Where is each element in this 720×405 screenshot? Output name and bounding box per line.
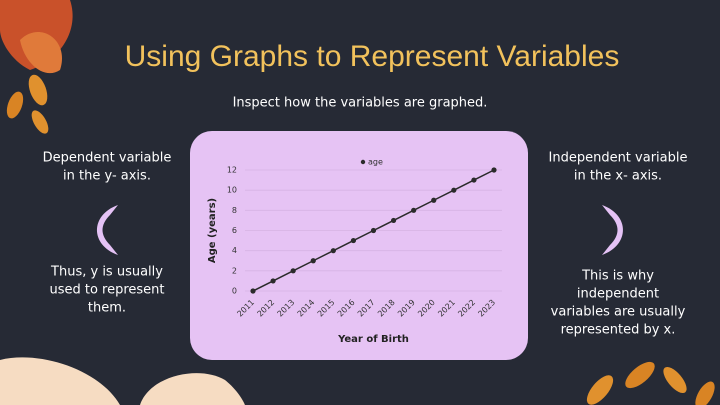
data-point — [330, 248, 336, 254]
data-point — [350, 237, 357, 244]
y-tick-label: 8 — [232, 206, 237, 215]
arrow-left — [97, 205, 118, 255]
chart-card — [190, 131, 528, 360]
decor-top-left — [0, 0, 73, 134]
y-tick-label: 2 — [232, 266, 237, 275]
data-point — [451, 187, 457, 193]
data-point — [370, 227, 377, 234]
right-note: represented by x. — [561, 323, 676, 338]
right-note: variables are usually — [551, 305, 686, 320]
data-point — [270, 278, 276, 284]
decor-bottom-right — [586, 361, 715, 405]
decor-blob — [0, 357, 245, 405]
data-point — [390, 217, 397, 224]
right-caption: in the x- axis. — [574, 169, 662, 184]
right-note: independent — [577, 287, 659, 302]
x-axis-label: Year of Birth — [337, 334, 409, 345]
left-note: used to represent — [49, 283, 164, 298]
legend-marker — [360, 159, 366, 165]
legend-label: age — [368, 158, 383, 167]
arrow-right — [602, 205, 623, 255]
y-tick-label: 12 — [227, 166, 237, 175]
y-tick-label: 0 — [232, 287, 237, 296]
title: Using Graphs to Represent Variables — [125, 40, 620, 73]
left-note: Thus, y is usually — [50, 265, 163, 280]
data-point — [471, 177, 477, 183]
data-point — [250, 288, 256, 294]
left-caption: in the y- axis. — [63, 169, 151, 184]
right-caption: Independent variable — [549, 151, 688, 166]
left-caption: Dependent variable — [43, 151, 172, 166]
left-note: them. — [88, 301, 126, 316]
subtitle: Inspect how the variables are graphed. — [233, 96, 488, 111]
data-point — [491, 167, 497, 173]
y-axis-label: Age (years) — [207, 198, 218, 263]
y-tick-label: 6 — [232, 226, 237, 235]
data-point — [431, 197, 437, 203]
data-point — [310, 258, 316, 264]
data-point — [290, 268, 296, 274]
y-tick-label: 4 — [232, 246, 237, 255]
y-tick-label: 10 — [227, 186, 237, 195]
data-point — [411, 207, 417, 213]
right-note: This is why — [581, 269, 654, 284]
